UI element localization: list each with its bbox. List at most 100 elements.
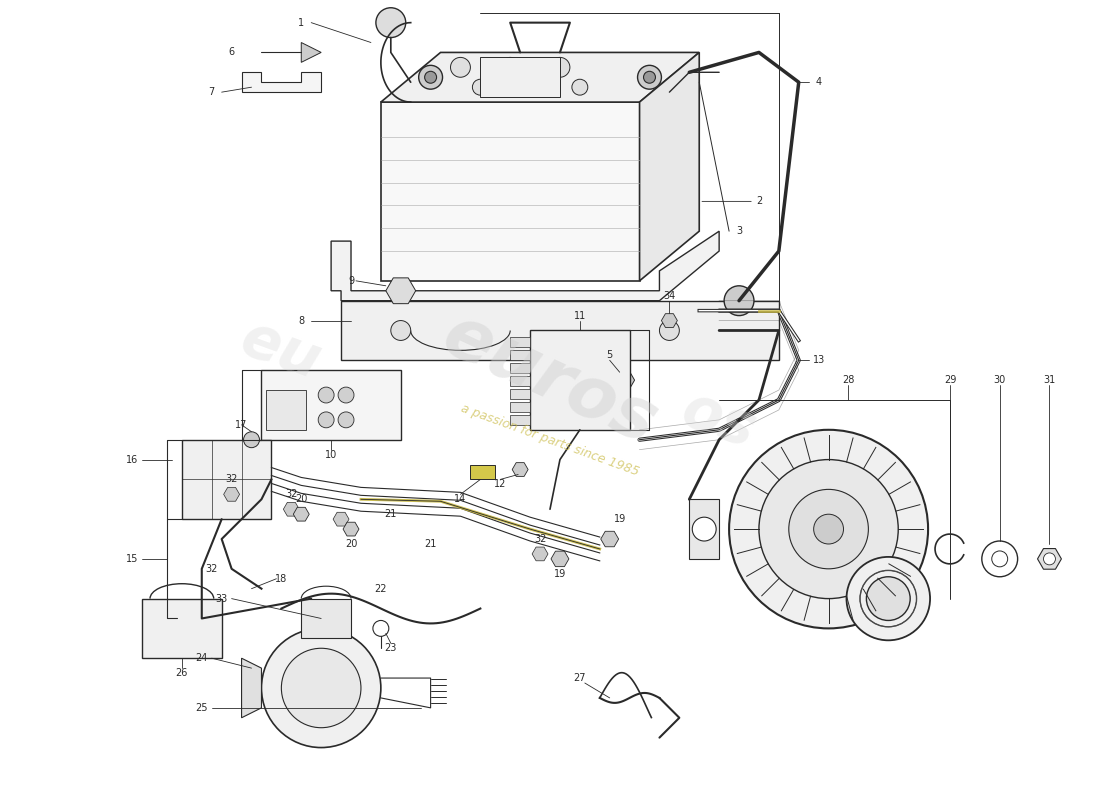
Bar bbox=[510, 338, 530, 347]
Text: 9: 9 bbox=[348, 276, 354, 286]
Bar bbox=[182, 440, 272, 519]
Polygon shape bbox=[601, 531, 618, 546]
Polygon shape bbox=[532, 547, 548, 561]
Circle shape bbox=[729, 430, 928, 629]
Bar bbox=[341, 301, 779, 360]
Text: 29: 29 bbox=[944, 375, 956, 385]
Polygon shape bbox=[551, 551, 569, 566]
Circle shape bbox=[814, 514, 844, 544]
Circle shape bbox=[982, 541, 1018, 577]
Text: 14: 14 bbox=[454, 494, 466, 504]
Circle shape bbox=[692, 517, 716, 541]
Bar bbox=[142, 598, 222, 658]
Polygon shape bbox=[242, 72, 321, 92]
Text: 4: 4 bbox=[815, 78, 822, 87]
Circle shape bbox=[659, 321, 680, 341]
Circle shape bbox=[451, 58, 471, 78]
Polygon shape bbox=[381, 53, 700, 102]
Text: 32: 32 bbox=[285, 490, 297, 499]
Text: 6: 6 bbox=[229, 47, 234, 58]
Text: 26: 26 bbox=[176, 668, 188, 678]
Bar bbox=[510, 363, 530, 373]
Text: 24: 24 bbox=[196, 653, 208, 663]
Circle shape bbox=[572, 79, 587, 95]
Text: 31: 31 bbox=[1043, 375, 1056, 385]
Circle shape bbox=[425, 71, 437, 83]
Bar bbox=[510, 376, 530, 386]
Polygon shape bbox=[242, 658, 262, 718]
Text: 8: 8 bbox=[298, 315, 305, 326]
Circle shape bbox=[338, 387, 354, 403]
Circle shape bbox=[376, 8, 406, 38]
Polygon shape bbox=[301, 42, 321, 62]
Text: 13: 13 bbox=[813, 355, 825, 366]
Bar bbox=[510, 350, 530, 360]
Circle shape bbox=[1044, 553, 1055, 565]
Text: 11: 11 bbox=[574, 310, 586, 321]
Text: 25: 25 bbox=[196, 703, 208, 713]
Circle shape bbox=[282, 648, 361, 728]
Polygon shape bbox=[1037, 549, 1062, 570]
Bar bbox=[471, 465, 495, 479]
Text: a passion for parts since 1985: a passion for parts since 1985 bbox=[459, 402, 641, 478]
Text: 7: 7 bbox=[209, 87, 214, 97]
Circle shape bbox=[644, 71, 656, 83]
Text: 20: 20 bbox=[295, 494, 308, 504]
Circle shape bbox=[759, 459, 899, 598]
Text: 5: 5 bbox=[606, 350, 613, 360]
Bar bbox=[266, 390, 306, 430]
Text: 20: 20 bbox=[344, 539, 358, 549]
Bar bbox=[510, 389, 530, 399]
Circle shape bbox=[992, 551, 1008, 567]
Text: 12: 12 bbox=[494, 479, 506, 490]
Text: 16: 16 bbox=[126, 454, 139, 465]
Polygon shape bbox=[386, 278, 416, 304]
Polygon shape bbox=[513, 462, 528, 476]
Bar bbox=[481, 58, 560, 97]
Polygon shape bbox=[284, 502, 299, 516]
Circle shape bbox=[419, 66, 442, 89]
Circle shape bbox=[550, 58, 570, 78]
Text: 17: 17 bbox=[235, 420, 248, 430]
Text: 21: 21 bbox=[385, 510, 397, 519]
Text: 28: 28 bbox=[843, 375, 855, 385]
Circle shape bbox=[318, 412, 334, 428]
Circle shape bbox=[472, 79, 488, 95]
Text: 19: 19 bbox=[553, 569, 566, 578]
Polygon shape bbox=[639, 53, 700, 281]
Circle shape bbox=[522, 79, 538, 95]
Circle shape bbox=[388, 279, 412, 302]
Polygon shape bbox=[294, 507, 309, 521]
Polygon shape bbox=[223, 487, 240, 502]
Text: 33: 33 bbox=[216, 594, 228, 604]
Text: 30: 30 bbox=[993, 375, 1005, 385]
Bar bbox=[510, 415, 530, 425]
Bar bbox=[262, 370, 400, 440]
Text: 32: 32 bbox=[226, 474, 238, 485]
Circle shape bbox=[390, 321, 410, 341]
Text: os: os bbox=[674, 380, 764, 459]
Text: 18: 18 bbox=[275, 574, 287, 584]
Circle shape bbox=[724, 286, 754, 315]
Text: 22: 22 bbox=[375, 584, 387, 594]
Polygon shape bbox=[333, 512, 349, 526]
Circle shape bbox=[243, 432, 260, 448]
Text: 1: 1 bbox=[298, 18, 305, 28]
Bar bbox=[510, 402, 530, 412]
Text: 34: 34 bbox=[663, 290, 675, 301]
Polygon shape bbox=[661, 314, 678, 327]
Text: 2: 2 bbox=[756, 196, 762, 206]
Bar bbox=[530, 330, 629, 430]
Polygon shape bbox=[343, 522, 359, 536]
Text: 15: 15 bbox=[125, 554, 139, 564]
Polygon shape bbox=[331, 231, 719, 301]
Text: 27: 27 bbox=[573, 673, 586, 683]
Circle shape bbox=[847, 557, 931, 640]
Text: 32: 32 bbox=[206, 564, 218, 574]
Text: euros: euros bbox=[432, 301, 668, 460]
Circle shape bbox=[638, 66, 661, 89]
Circle shape bbox=[318, 387, 334, 403]
Text: 23: 23 bbox=[385, 643, 397, 654]
Circle shape bbox=[500, 58, 520, 78]
Circle shape bbox=[789, 490, 868, 569]
